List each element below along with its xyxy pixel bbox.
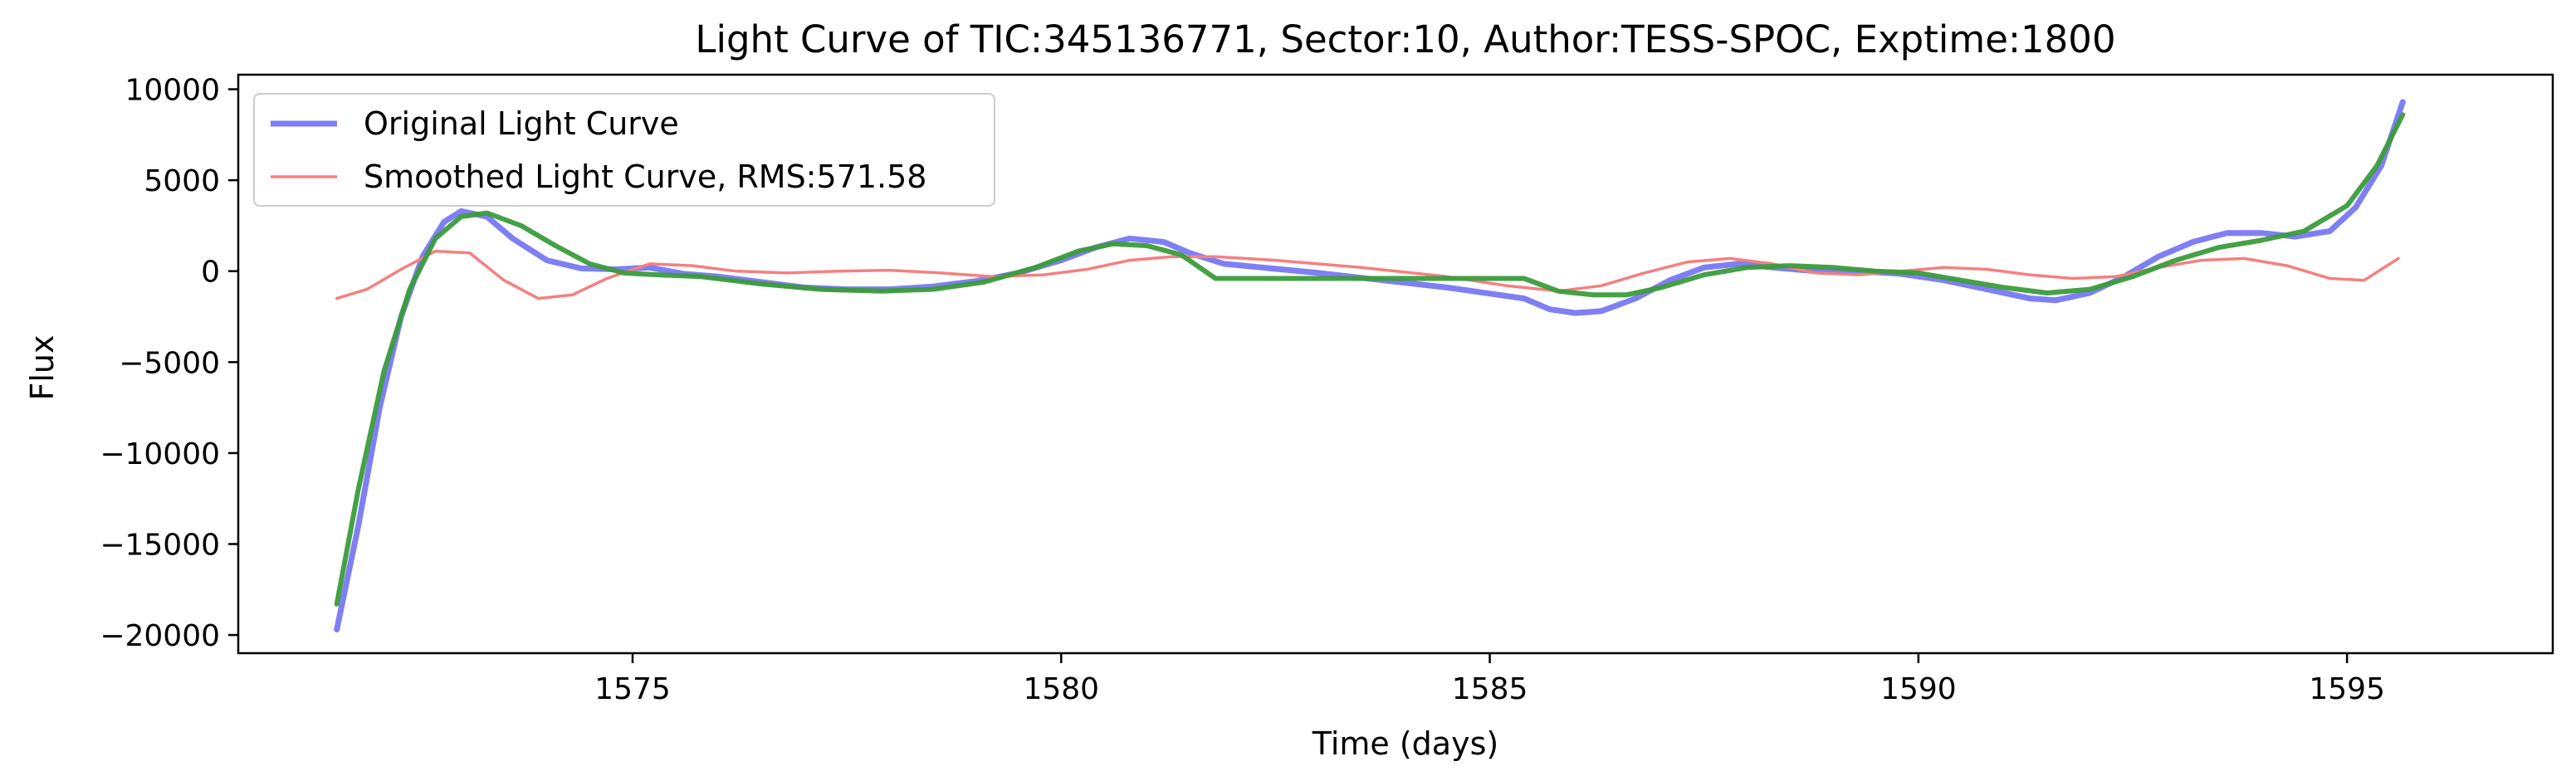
y-tick-label: −15000: [100, 528, 220, 562]
series-line-2: [334, 112, 2406, 607]
axis-ticks: 1575 1580 1585 1590 1595 10000 5000 0 −5000 −1000…: [100, 74, 2385, 706]
y-tick-label: 0: [201, 256, 220, 290]
series-line-1: [335, 249, 2400, 300]
y-tick-label: 10000: [125, 74, 220, 108]
x-tick-label: 1575: [594, 672, 671, 706]
x-tick-label: 1585: [1452, 672, 1528, 706]
y-axis-label: Flux: [24, 335, 61, 401]
plot-frame: [237, 73, 2554, 655]
legend: Original Light Curve Smoothed Light Curve…: [253, 93, 995, 207]
legend-box: [253, 93, 995, 207]
x-tick-label: 1590: [1880, 672, 1957, 706]
y-tick-label: −10000: [100, 437, 220, 471]
y-tick-label: −20000: [100, 619, 220, 653]
series-group: [334, 99, 2406, 632]
chart-title: Light Curve of TIC:345136771, Sector:10,…: [695, 17, 2115, 61]
x-axis-label: Time (days): [1312, 725, 1498, 762]
legend-entry: Smoothed Light Curve, RMS:571.58: [364, 159, 926, 195]
y-tick-label: 5000: [144, 164, 220, 198]
y-tick-label: −5000: [119, 346, 220, 380]
legend-entry: Original Light Curve: [364, 105, 679, 142]
x-tick-label: 1595: [2309, 672, 2385, 706]
x-tick-label: 1580: [1023, 672, 1099, 706]
